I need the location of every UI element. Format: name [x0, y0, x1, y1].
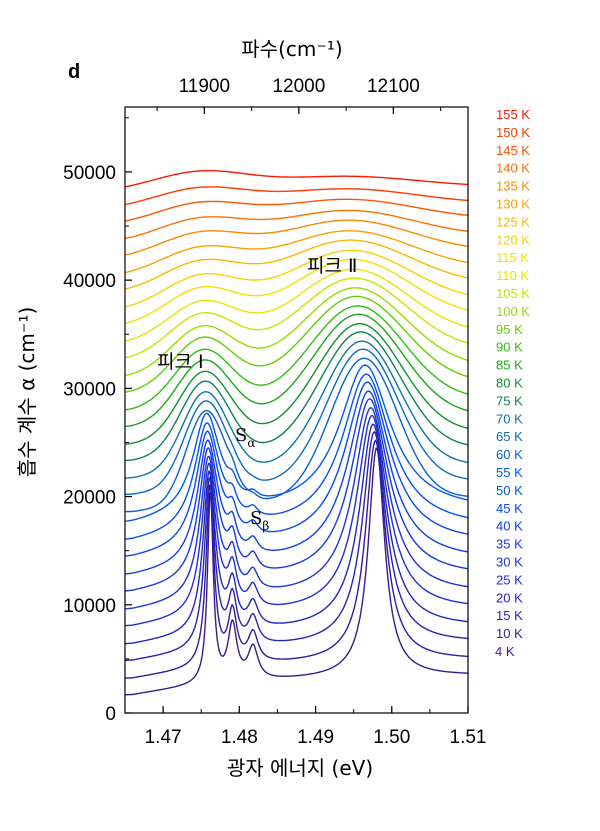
temperature-label: 135 K [496, 179, 530, 194]
temperature-label: 110 K [496, 268, 529, 283]
temperature-label: 10 K [496, 626, 523, 641]
x-tick-label: 1.47 [145, 727, 182, 748]
temperature-label: 80 K [496, 376, 523, 391]
temperature-label: 15 K [496, 608, 523, 623]
series-line-135K [124, 219, 469, 256]
series-line-10K [124, 439, 468, 679]
series-line-125K [124, 239, 469, 290]
y-tick-label: 40000 [63, 271, 116, 292]
series-line-4K [125, 447, 468, 696]
series-line-35K [124, 398, 469, 592]
y-tick-label: 30000 [63, 379, 116, 400]
temperature-label: 40 K [496, 519, 523, 534]
temperature-label: 25 K [496, 572, 523, 587]
y-tick-label: 0 [105, 704, 116, 725]
temperature-label: 105 K [496, 286, 530, 301]
peak-2-label: 피크 Ⅱ [307, 255, 357, 277]
temperature-label: 125 K [496, 214, 530, 229]
temperature-label: 150 K [496, 125, 530, 140]
temperature-label: 130 K [496, 197, 530, 212]
series-line-145K [124, 198, 469, 222]
y-axis-title: 흡수 계수 α (cm⁻¹) [15, 307, 39, 478]
temperature-label: 4 K [495, 644, 515, 659]
series-line-20K [125, 423, 469, 645]
series-line-60K [125, 357, 468, 513]
series-line-95K [124, 295, 469, 393]
series-line-70K [125, 340, 469, 479]
top-tick-label: 11900 [179, 76, 230, 97]
series-layer [124, 170, 469, 696]
x-tick-label: 1.48 [221, 727, 258, 748]
temperature-label: 35 K [496, 537, 523, 552]
series-line-80K [124, 323, 469, 445]
s-beta-label: Sβ [250, 508, 269, 533]
y-tick-label: 50000 [63, 163, 116, 184]
temperature-label: 50 K [496, 483, 523, 498]
temperature-label: 115 K [496, 250, 529, 265]
top-axis-title: 파수(cm⁻¹) [241, 37, 342, 61]
temperature-label: 85 K [496, 358, 523, 373]
temperature-label: 145 K [496, 143, 530, 158]
temperature-label: 90 K [496, 340, 523, 355]
series-line-120K [124, 249, 469, 308]
temperature-label: 140 K [496, 161, 530, 176]
temperature-label: 60 K [496, 447, 523, 462]
series-line-65K [125, 348, 469, 495]
temperature-label: 95 K [496, 322, 523, 337]
series-line-115K [124, 258, 469, 324]
temperature-label: 120 K [496, 232, 530, 247]
temperature-legend: 4 K 10 K 15 K 20 K 25 K 30 K 35 K 40 K 45 K 50 K 5… [495, 107, 530, 659]
temperature-label: 30 K [496, 555, 523, 570]
series-line-150K [124, 186, 469, 206]
plot-frame [124, 106, 469, 714]
series-line-140K [124, 209, 469, 240]
y-tick-label: 20000 [63, 488, 116, 509]
temperature-label: 65 K [496, 429, 523, 444]
top-tick-label: 12000 [272, 76, 325, 97]
tick-layer: 1.47 1.48 1.49 1.50 1.51 0 10000 20000 30000 4000… [63, 76, 486, 748]
x-axis-title: 광자 에너지 (eV) [227, 756, 373, 780]
temperature-label: 75 K [496, 393, 523, 408]
s-alpha-label: Sα [235, 425, 255, 450]
series-line-75K [124, 331, 469, 462]
series-line-45K [124, 381, 469, 557]
series-line-25K [125, 414, 469, 627]
series-line-90K [124, 305, 469, 411]
x-tick-label: 1.49 [297, 727, 334, 748]
series-line-110K [124, 268, 469, 342]
temperature-label: 55 K [496, 465, 523, 480]
temperature-label: 70 K [496, 411, 523, 426]
temperature-label: 20 K [496, 590, 523, 605]
y-tick-label: 10000 [63, 596, 116, 617]
series-line-130K [124, 230, 469, 274]
x-tick-label: 1.50 [373, 727, 410, 748]
peak-1-label: 피크 Ⅰ [157, 351, 204, 373]
series-line-100K [124, 287, 469, 377]
x-tick-label: 1.51 [450, 727, 487, 748]
series-line-85K [124, 313, 469, 428]
series-line-55K [124, 364, 469, 522]
temperature-label: 100 K [496, 304, 530, 319]
panel-label: d [68, 61, 80, 83]
series-line-155K [124, 170, 469, 188]
series-line-15K [124, 431, 469, 662]
series-line-40K [124, 390, 469, 575]
top-tick-label: 12100 [367, 76, 420, 97]
series-line-50K [124, 373, 469, 540]
temperature-label: 45 K [496, 501, 523, 516]
series-line-105K [124, 277, 469, 359]
series-line-30K [124, 407, 469, 610]
temperature-label: 155 K [496, 107, 530, 122]
